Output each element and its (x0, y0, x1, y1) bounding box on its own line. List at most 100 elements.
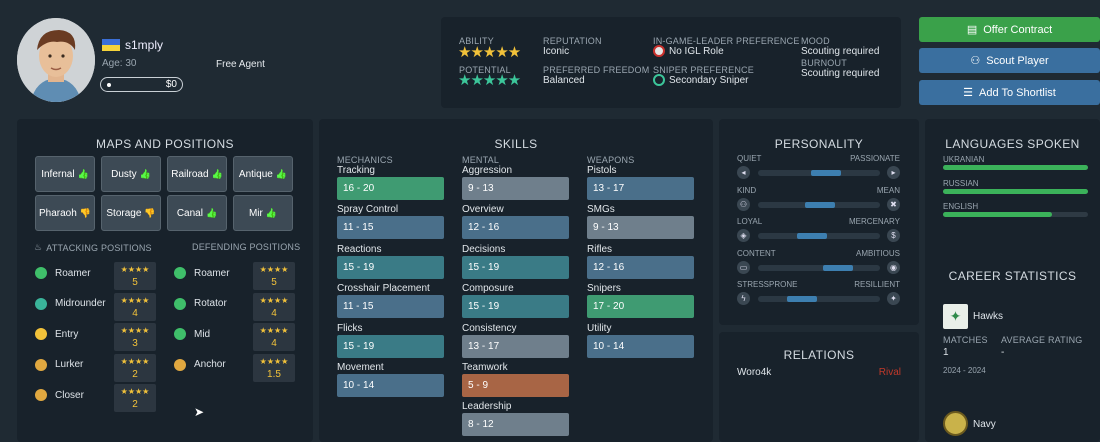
add-shortlist-button[interactable]: ☰ Add To Shortlist (919, 80, 1100, 105)
attacking-position-row: Closer (35, 389, 84, 401)
map-tile[interactable]: Railroad 👍 (167, 156, 227, 192)
sniper-label: SNIPER PREFERENCE (653, 65, 754, 75)
trait-slider (758, 296, 880, 302)
skill-name: SMGs (587, 204, 615, 216)
skill-range-bar: 8 - 12 (462, 413, 569, 437)
potential-label: POTENTIAL (459, 65, 511, 75)
map-tile[interactable]: Antique 👍 (233, 156, 293, 192)
rating-stars: ★★★★ (120, 295, 150, 305)
scout-player-button[interactable]: ⚇ Scout Player (919, 48, 1100, 73)
trait-left-label: QUIET (737, 154, 762, 163)
position-rating: ★★★★ 2 (114, 353, 156, 382)
maps-title: MAPS AND POSITIONS (96, 137, 234, 151)
trait-left-label: STRESSPRONE (737, 280, 798, 289)
trait-right-icon: ✦ (887, 292, 900, 305)
map-tile[interactable]: Infernal 👍 (35, 156, 95, 192)
freedom-label: PREFERRED FREEDOM (543, 65, 650, 75)
skill-name: Consistency (462, 322, 517, 334)
skill-range-bar: 15 - 19 (462, 255, 569, 279)
trait-slider (758, 233, 880, 239)
position-status-icon (174, 358, 186, 371)
rating-stars: ★★★★ (120, 387, 150, 396)
position-rating: ★★★★ 5 (253, 262, 295, 290)
money-value: $0 (165, 79, 177, 90)
personality-title: PERSONALITY (774, 137, 864, 151)
trait-right-label: MERCENARY (849, 217, 900, 226)
scout-label: Scout Player (986, 54, 1049, 67)
trait-level (805, 201, 835, 208)
freedom-value: Balanced (543, 75, 585, 86)
attacking-icon: ♨ (34, 242, 43, 252)
rating-value: 2 (132, 368, 138, 380)
skill-name: Reactions (337, 243, 382, 255)
position-status-icon (35, 389, 47, 401)
mood-label: MOOD (801, 36, 830, 46)
language-bar (943, 165, 1088, 170)
attacking-position-row: Midrounder (35, 297, 106, 310)
trait-right-label: MEAN (876, 185, 900, 195)
map-name: Antique (238, 168, 273, 180)
career-team-2[interactable]: Navy (973, 419, 996, 430)
skill-range-bar: 15 - 19 (462, 295, 569, 319)
career-team[interactable]: Hawks (973, 311, 1004, 322)
skill-range-bar: 17 - 20 (587, 295, 694, 319)
shortlist-label: Add To Shortlist (979, 86, 1056, 99)
attacking-position-row: Lurker (35, 358, 83, 371)
position-rating: ★★★★ 4 (253, 323, 295, 351)
map-tile[interactable]: Pharaoh 👎 (35, 195, 95, 231)
ability-stars: ★★★★★ (458, 44, 521, 61)
money-box: $0 (100, 77, 183, 92)
matches-label: MATCHES (943, 335, 988, 345)
position-rating: ★★★★ 3 (114, 323, 156, 351)
reputation-value: Iconic (543, 46, 570, 57)
position-status-icon (174, 267, 186, 279)
language-name: ENGLISH (943, 202, 979, 211)
position-name: Entry (55, 328, 79, 340)
rating-value: 4 (132, 307, 138, 319)
language-level (943, 188, 1088, 194)
attacking-text: ATTACKING POSITIONS (46, 242, 152, 253)
trait-slider (758, 170, 880, 176)
map-tile[interactable]: Dusty 👍 (101, 156, 161, 192)
rating-stars: ★★★★ (259, 356, 289, 366)
thumbs-down-icon: 👎 (79, 207, 92, 218)
relation-name[interactable]: Woro4k (737, 367, 772, 378)
skill-name: Flicks (337, 322, 363, 334)
map-tile[interactable]: Storage 👎 (101, 195, 161, 231)
map-name: Pharaoh (38, 207, 77, 219)
trait-slider (758, 201, 880, 208)
map-name: Storage (106, 207, 142, 219)
position-rating: ★★★★ 2 (114, 384, 156, 412)
skill-range-bar: 11 - 15 (337, 216, 444, 240)
skill-range-bar: 12 - 16 (587, 255, 694, 279)
skill-name: Snipers (587, 283, 621, 295)
defending-position-row: Roamer (174, 267, 230, 279)
burnout-value: Scouting required (801, 68, 880, 79)
defending-label: DEFENDING POSITIONS (192, 242, 301, 252)
trait-left-label: CONTENT (737, 248, 776, 258)
trait-right-label: RESILLIENT (854, 280, 900, 289)
position-name: Roamer (55, 267, 91, 279)
money-indicator (107, 83, 111, 87)
rating-stars: ★★★★ (259, 326, 289, 335)
trait-level (797, 233, 827, 239)
language-level (943, 212, 1052, 217)
skills-title: SKILLS (494, 137, 538, 151)
position-status-icon (174, 297, 186, 310)
map-tile[interactable]: Mir 👍 (233, 195, 293, 231)
thumbs-up-icon: 👍 (211, 168, 223, 179)
skill-name: Rifles (587, 243, 613, 255)
offer-contract-button[interactable]: ▤ Offer Contract (919, 17, 1100, 42)
igl-label: IN-GAME-LEADER PREFERENCE (653, 36, 800, 46)
burnout-label: BURNOUT (801, 58, 847, 68)
map-tile[interactable]: Canal 👍 (167, 195, 227, 231)
skill-range-bar: 16 - 20 (337, 177, 444, 200)
player-age: Age: 30 (102, 58, 137, 69)
mental-label: MENTAL (462, 155, 500, 165)
defending-position-row: Anchor (174, 358, 226, 371)
thumbs-up-icon: 👍 (205, 207, 218, 218)
position-status-icon (35, 297, 47, 310)
position-status-icon (35, 358, 47, 371)
trait-left-label: KIND (737, 185, 757, 195)
defending-position-row: Mid (174, 328, 210, 340)
